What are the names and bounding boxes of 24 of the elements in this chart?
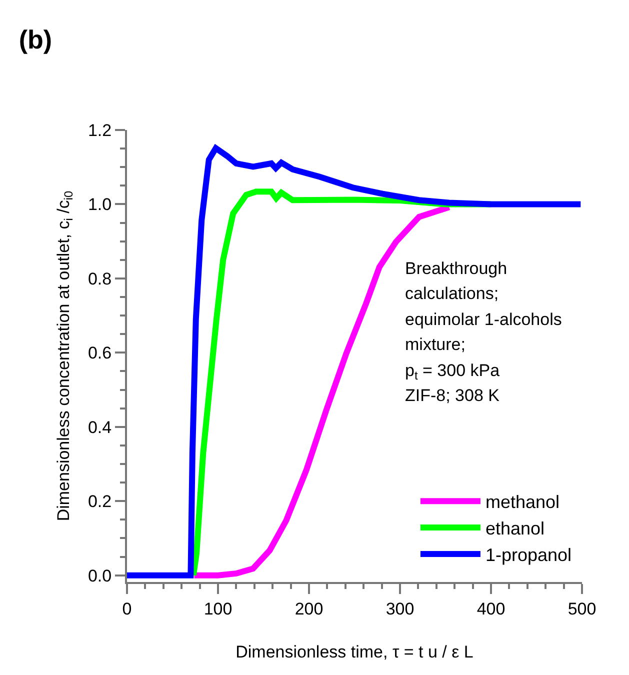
y-tick-label: 0.8 <box>88 269 112 288</box>
y-tick-label: 0.6 <box>88 344 112 363</box>
y-tick-label: 0.2 <box>88 492 112 512</box>
legend-label: 1-propanol <box>485 544 572 565</box>
annotation: Breakthrough <box>405 259 508 278</box>
x-tick-label: 500 <box>568 599 596 618</box>
x-tick-label: 100 <box>204 599 232 618</box>
x-axis-title: Dimensionless time, τ = t u / ε L <box>236 642 474 662</box>
y-tick-label: 0.4 <box>88 418 112 437</box>
x-tick-label: 0 <box>122 599 132 618</box>
annotation: mixture; <box>405 335 466 354</box>
annotation: equimolar 1-alcohols <box>405 310 562 329</box>
x-tick-label: 300 <box>386 599 414 618</box>
chart-title: (b) <box>18 24 52 55</box>
legend-label: methanol <box>485 492 560 512</box>
x-tick-label: 400 <box>476 599 506 618</box>
legend-label: ethanol <box>485 518 545 539</box>
y-tick-label: 1.2 <box>88 120 112 140</box>
annotation: calculations; <box>405 284 499 303</box>
y-tick-label: 0.0 <box>88 566 112 586</box>
x-tick-label: 200 <box>294 599 324 618</box>
y-tick-label: 1.0 <box>88 195 112 214</box>
annotation: p$_{t}$ = 300 kPa <box>405 361 500 383</box>
annotation: ZIF-8; 308 K <box>405 386 500 405</box>
